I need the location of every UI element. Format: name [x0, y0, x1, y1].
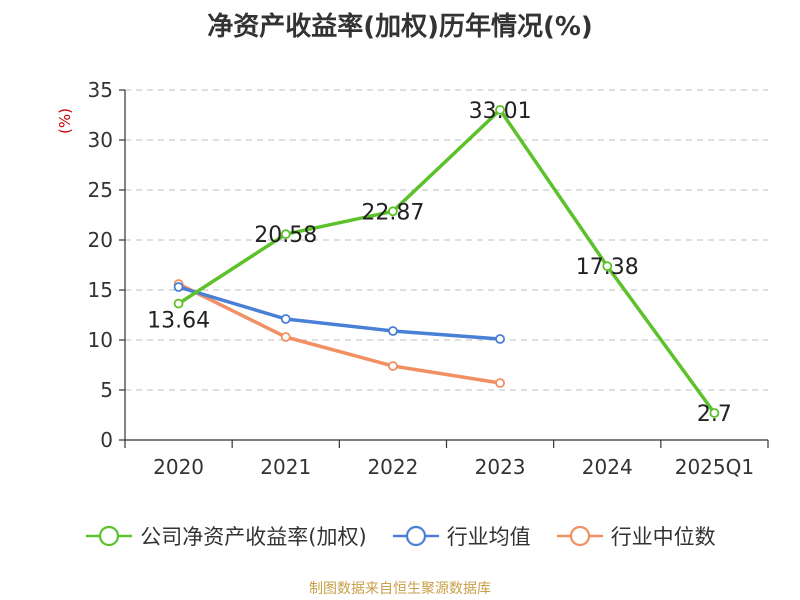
x-tick-label: 2025Q1 — [675, 455, 754, 479]
legend-swatch-marker — [405, 525, 426, 547]
data-point — [495, 105, 505, 115]
legend-swatch-marker — [99, 525, 120, 547]
data-label: 13.64 — [147, 309, 210, 334]
data-point — [388, 361, 398, 371]
gridlines — [125, 89, 768, 391]
legend-item[interactable]: 行业中位数 — [555, 521, 716, 551]
series-line — [177, 282, 501, 385]
data-point — [388, 326, 398, 336]
y-tick-label: 35 — [88, 78, 113, 102]
y-tick-label: 30 — [88, 128, 113, 152]
y-tick-label: 10 — [88, 328, 113, 352]
data-point — [709, 408, 720, 418]
legend-swatch — [556, 525, 603, 547]
chart-title: 净资产收益率(加权)历年情况(%) — [207, 12, 593, 42]
series-line — [177, 108, 716, 415]
x-tick-label: 2023 — [475, 455, 526, 479]
legend-item[interactable]: 行业均值 — [391, 521, 531, 551]
data-point — [280, 314, 291, 324]
legend-label: 行业中位数 — [610, 525, 716, 549]
axes: 0 5 10 15 20 25 30 35 2020 2021 2022 2023 2024 2025Q1 — [88, 78, 769, 479]
legend: 公司净资产收益率(加权) 行业均值 行业中位数 — [0, 520, 800, 552]
x-tick-label: 2021 — [260, 455, 311, 479]
data-label: 2.7 — [697, 402, 732, 427]
data-point — [495, 334, 505, 344]
data-label: 33.01 — [469, 99, 532, 124]
legend-label: 公司净资产收益率(加权) — [140, 525, 367, 549]
y-tick-label: 0 — [100, 428, 113, 452]
legend-swatch — [86, 525, 133, 547]
legend-label: 行业均值 — [446, 525, 531, 549]
data-point — [495, 378, 505, 388]
y-tick-label: 15 — [88, 278, 113, 302]
data-point — [173, 298, 184, 309]
y-tick-label: 25 — [88, 178, 113, 202]
data-label: 17.38 — [576, 255, 639, 280]
source-note: 制图数据来自恒生聚源数据库 — [309, 581, 491, 597]
series-line — [178, 285, 501, 341]
legend-swatch-marker — [569, 525, 590, 547]
series — [173, 105, 720, 418]
plot-area: 0 5 10 15 20 25 30 35 2020 2021 2022 2023 2024 2025Q1… — [88, 78, 769, 479]
data-point — [602, 261, 613, 272]
x-tick-label: 2020 — [153, 455, 204, 479]
x-tick-label: 2022 — [367, 455, 418, 479]
data-point — [388, 206, 398, 217]
x-tick-label: 2024 — [582, 455, 633, 479]
data-point — [280, 332, 291, 342]
data-point — [280, 229, 291, 240]
data-label: 20.58 — [254, 223, 317, 248]
y-tick-label: 5 — [100, 378, 113, 402]
data-labels: 13.64 20.58 22.87 33.01 17.38 2.7 — [147, 99, 732, 427]
legend-swatch — [392, 525, 439, 547]
data-point — [173, 282, 184, 292]
legend-item[interactable]: 公司净资产收益率(加权) — [84, 521, 367, 551]
data-label: 22.87 — [361, 200, 424, 225]
y-tick-label: 20 — [88, 228, 113, 252]
